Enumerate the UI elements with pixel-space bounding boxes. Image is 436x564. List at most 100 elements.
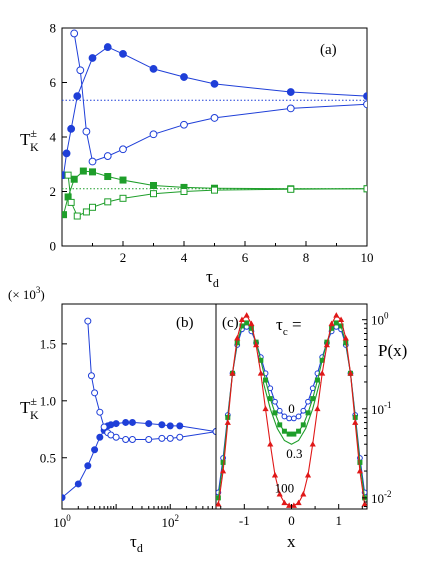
panel-b-y-tick-label: 0.5 xyxy=(40,450,56,465)
panel-c-data-point xyxy=(304,471,312,478)
panel-a-data-point xyxy=(82,127,91,136)
panel-c-data-point xyxy=(276,407,283,414)
panel-a-data-point xyxy=(363,100,367,109)
panel-c-legend-title: τc = xyxy=(276,315,302,338)
panel-a-data-point xyxy=(286,104,295,113)
panel-c-data-point xyxy=(244,320,250,326)
panel-a-ylabel: T± K xyxy=(20,126,39,154)
panel-a: 2 4 6 8 10 0 2 4 6 8 (a) τd T± K xyxy=(20,21,374,291)
panel-a-data-point xyxy=(363,92,367,101)
panel-c-data-point xyxy=(224,419,231,425)
panel-c-data-point xyxy=(238,316,246,323)
panel-c-data-point xyxy=(281,428,287,434)
panel-b-data-point xyxy=(122,436,130,444)
panel-c-data-point xyxy=(295,499,302,506)
panel-a-y-tick-label: 6 xyxy=(50,75,57,90)
panel-b-data-point xyxy=(128,436,136,444)
panel-c-data-point xyxy=(267,396,273,402)
panel-b-data-point xyxy=(100,423,108,431)
panel-c-ylabel: P(x) xyxy=(378,341,407,360)
panel-b-data-point xyxy=(91,389,99,397)
panel-c-data-point xyxy=(216,495,221,501)
panel-c-data-point xyxy=(216,500,222,507)
panel-c-data-point xyxy=(271,471,279,478)
panel-c-data-point xyxy=(267,441,274,447)
panel-b-data-point xyxy=(84,317,92,325)
panel-b-data-point xyxy=(212,428,216,436)
panel-a-data-point xyxy=(149,64,158,73)
panel-a-data-point xyxy=(210,114,219,122)
panel-c-data-point xyxy=(323,341,330,348)
panel-c-label: (c) xyxy=(222,315,239,331)
panel-b-x-tick-label: 100 xyxy=(53,513,71,530)
panel-a-x-tick-label: 4 xyxy=(181,250,188,265)
panel-a-y-tick-label: 4 xyxy=(50,130,57,145)
panel-a-data-point xyxy=(210,79,219,88)
panel-b: 100 102 0.5 1.0 1.5 (b) (× 103) τd T± K xyxy=(8,285,217,555)
panel-b-data-point xyxy=(176,422,184,430)
panel-c-x-tick-label: -1 xyxy=(239,513,250,528)
panel-a-data-point xyxy=(67,198,75,206)
panel-c-series-line xyxy=(262,381,321,445)
panel-c-data-point xyxy=(356,467,364,474)
panel-c-data-point xyxy=(290,502,297,508)
panel-c-data-point xyxy=(219,467,227,474)
panel-b-frame xyxy=(61,303,217,510)
panel-c-data-point xyxy=(333,312,340,318)
panel-c-data-point xyxy=(314,377,320,383)
panel-a-data-point xyxy=(119,49,127,58)
panel-a-data-point xyxy=(62,211,68,219)
panel-a-data-point xyxy=(287,185,295,193)
panel-a-data-point xyxy=(79,167,87,175)
panel-b-data-point xyxy=(112,420,120,428)
panel-a-y-tick-label: 8 xyxy=(50,21,57,36)
panel-a-data-point xyxy=(150,182,157,190)
panel-b-data-point xyxy=(84,462,92,470)
panel-c-data-point xyxy=(319,370,326,376)
panel-c-series-label: 0.3 xyxy=(286,446,302,461)
panel-a-data-point xyxy=(104,173,112,181)
panel-c-data-point xyxy=(286,431,292,437)
panel-c-series-label: 0 xyxy=(288,401,295,416)
panel-a-data-point xyxy=(286,88,295,96)
panel-a-data-point xyxy=(180,73,188,81)
panel-a-y-tick-label: 2 xyxy=(50,184,57,199)
panel-a-xlabel: τd xyxy=(206,267,219,290)
panel-c-data-point xyxy=(220,459,226,465)
panel-a-data-point xyxy=(76,66,85,75)
panel-b-data-point xyxy=(158,421,166,429)
panel-c-data-point xyxy=(329,325,335,331)
panel-c-data-point xyxy=(295,413,302,420)
panel-b-multiplier: (× 103) xyxy=(8,285,45,302)
panel-a-data-point xyxy=(88,157,97,166)
panel-b-data-point xyxy=(62,494,66,502)
panel-b-data-point xyxy=(176,433,184,441)
panel-c-data-point xyxy=(262,405,269,412)
panel-a-x-tick-label: 8 xyxy=(303,250,310,265)
panel-c-data-point xyxy=(286,502,293,508)
panel-a-data-point xyxy=(119,145,127,154)
panel-c-data-point xyxy=(300,422,306,428)
panel-b-xlabel: τd xyxy=(130,532,143,555)
panel-b-label: (b) xyxy=(176,315,194,331)
panel-c-data-point xyxy=(272,410,278,416)
panel-c-data-point xyxy=(257,370,264,376)
panel-b-series-line xyxy=(62,421,216,498)
panel-c-x-tick-label: 1 xyxy=(335,513,342,528)
panel-c-data-point xyxy=(310,396,316,402)
panel-b-y-tick-label: 1.5 xyxy=(40,336,56,351)
panel-c-data-point xyxy=(333,320,339,326)
panel-c-series-label: 100 xyxy=(275,480,295,495)
panel-b-data-point xyxy=(166,422,174,430)
panel-b-x-tick-label: 102 xyxy=(162,513,180,530)
panel-c-data-point xyxy=(277,422,283,428)
panel-c-y-tick-label: 100 xyxy=(371,311,389,328)
panel-c-data-point xyxy=(229,370,236,376)
panel-b-data-point xyxy=(112,433,120,441)
panel-c-data-point xyxy=(296,428,302,434)
panel-c-data-point xyxy=(253,341,260,348)
panel-c-data-point xyxy=(281,413,288,420)
panel-c-data-point xyxy=(337,316,345,323)
panel-b-series-line xyxy=(87,321,216,440)
panel-a-x-tick-label: 10 xyxy=(361,250,374,265)
